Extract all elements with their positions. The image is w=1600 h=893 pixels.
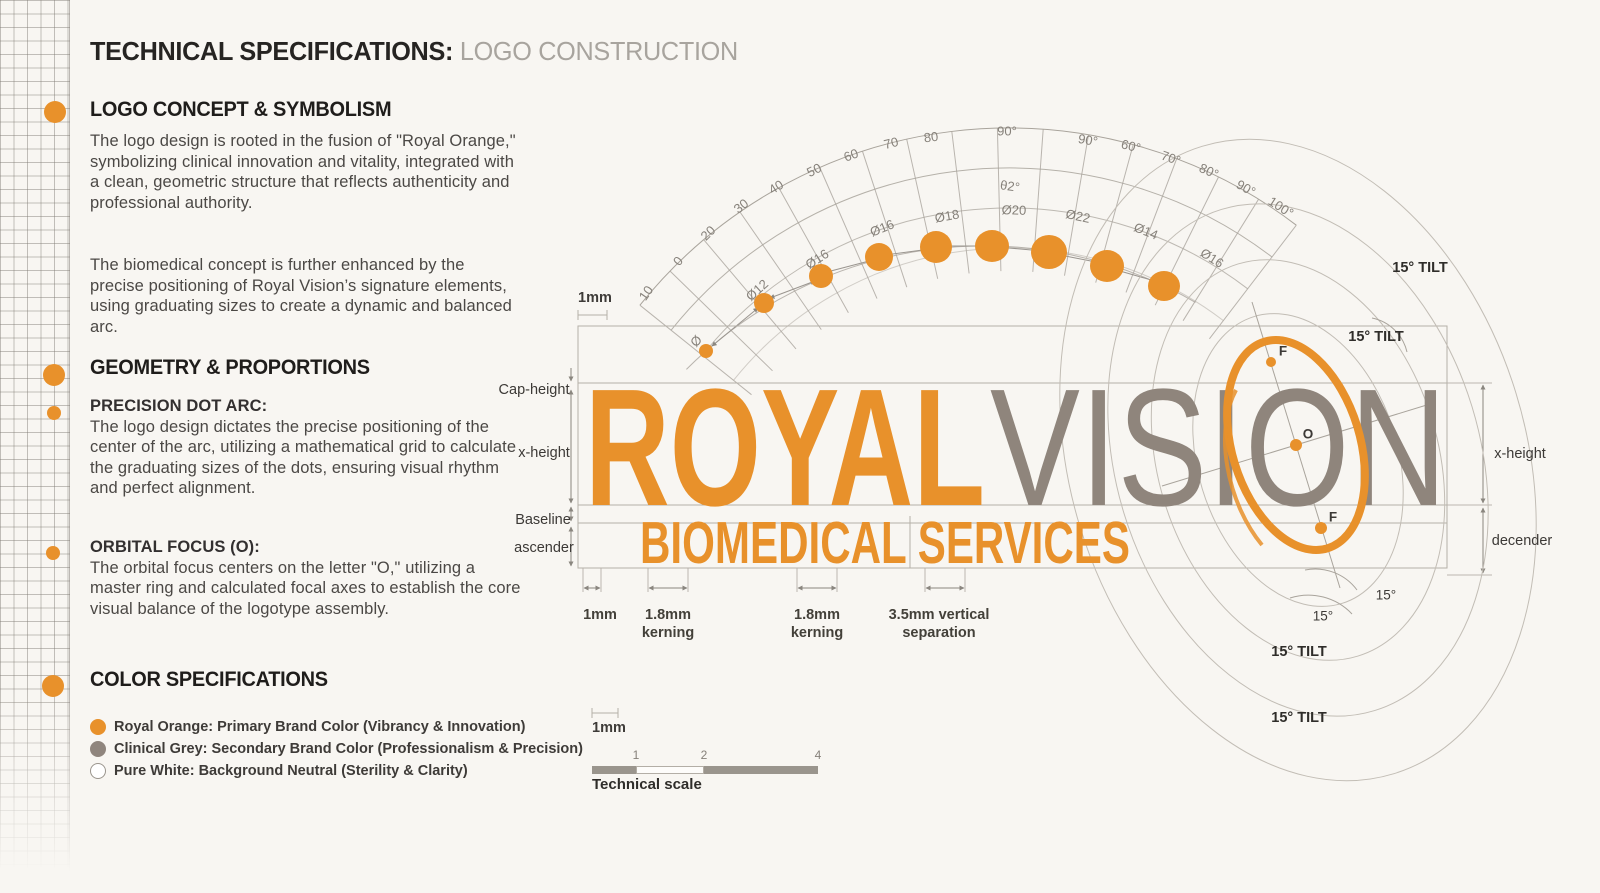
orbital-focus-block: ORBITAL FOCUS (O): The orbital focus cen… xyxy=(90,537,522,619)
heading-logo-concept: LOGO CONCEPT & SYMBOLISM xyxy=(90,98,392,121)
angle-label: 15° xyxy=(1375,587,1397,603)
color-legend-pure-white: Pure White: Background Neutral (Sterilit… xyxy=(90,762,468,780)
dot-diameter-label: Ø16 xyxy=(1197,245,1227,271)
technical-scale-caption: Technical scale xyxy=(592,776,702,793)
degree-tick-label: 90° xyxy=(997,123,1017,139)
orbital-center-point xyxy=(1290,439,1302,451)
white-swatch-icon xyxy=(90,763,106,779)
page-title-primary: TECHNICAL SPECIFICATIONS: xyxy=(90,36,454,66)
section-bullet xyxy=(44,101,66,123)
dot-dimension-arrows xyxy=(711,243,1159,347)
dot-diameter-label: Ø14 xyxy=(1131,219,1161,243)
degree-tick-label: 90° xyxy=(1233,176,1259,200)
one-mm-label-scale: 1mm xyxy=(592,720,626,736)
legend-label: Royal Orange: Primary Brand Color (Vibra… xyxy=(114,719,526,735)
measurement-kerning-1: 1.8mm kerning xyxy=(641,607,695,641)
protractor-fan xyxy=(639,127,1297,396)
concept-paragraph-1: The logo design is rooted in the fusion … xyxy=(90,132,516,212)
heading-geometry: GEOMETRY & PROPORTIONS xyxy=(90,356,370,379)
page-title-secondary: LOGO CONSTRUCTION xyxy=(459,36,738,66)
degree-tick-label: 60° xyxy=(1119,136,1143,156)
x-height-label-right: x-height xyxy=(1494,446,1546,462)
tilt-label: 15° TILT xyxy=(1348,329,1404,345)
scale-segment xyxy=(704,766,818,774)
degree-tick-label: 70° xyxy=(1159,147,1183,169)
scale-segment xyxy=(592,766,636,774)
degree-tick-label: 50 xyxy=(804,160,824,180)
orbital-center-label: O xyxy=(1302,426,1314,442)
master-ring xyxy=(1223,336,1369,554)
precision-dot-arc-body: The logo design dictates the precise pos… xyxy=(90,417,517,498)
dot-diameter-label: Ø12 xyxy=(742,276,772,304)
scale-tick-label: 4 xyxy=(814,748,822,762)
degree-tick-label: 40 xyxy=(765,176,787,198)
measurement-vertical-separation: 3.5mm vertical separation xyxy=(888,607,990,641)
tilt-label: 15° TILT xyxy=(1392,260,1448,276)
section-bullet xyxy=(47,406,61,420)
degree-tick-label: 100° xyxy=(1265,193,1297,221)
dot-diameter-label: Ø xyxy=(687,332,705,350)
section-bullet xyxy=(43,364,65,386)
focus-point-top xyxy=(1266,357,1276,367)
legend-label: Pure White: Background Neutral (Sterilit… xyxy=(114,763,468,779)
cap-height-label: Cap-height xyxy=(498,382,570,398)
measurement-1mm: 1mm xyxy=(583,607,617,623)
page-title: TECHNICAL SPECIFICATIONS: LOGO CONSTRUCT… xyxy=(90,36,738,67)
technical-scale-bar xyxy=(592,766,818,774)
grey-swatch-icon xyxy=(90,741,106,757)
dot-diameter-label: Ø22 xyxy=(1064,206,1092,226)
precision-dot-arc-title: PRECISION DOT ARC: xyxy=(90,397,268,415)
degree-tick-label: 30 xyxy=(730,195,752,217)
tilt-label: 15° TILT xyxy=(1271,644,1327,660)
orbital-focus-body: The orbital focus centers on the letter … xyxy=(90,558,521,618)
focus-top-label: F xyxy=(1278,343,1288,359)
orange-swatch-icon xyxy=(90,719,106,735)
dot-diameter-label: Ø16 xyxy=(867,216,897,240)
degree-tick-label: 0 xyxy=(669,253,687,269)
focus-bottom-label: F xyxy=(1328,509,1338,525)
degree-tick-label: 20 xyxy=(697,222,719,244)
dot-diameter-label: Ø16 xyxy=(802,246,832,272)
degree-tick-label: 80 xyxy=(922,128,940,146)
baseline-label: Baseline xyxy=(515,512,571,528)
dot-diameter-label: Ø20 xyxy=(1001,202,1027,218)
legend-label: Clinical Grey: Secondary Brand Color (Pr… xyxy=(114,741,583,757)
section-bullet xyxy=(42,675,64,697)
dimension-lines xyxy=(568,368,1486,591)
color-legend-clinical-grey: Clinical Grey: Secondary Brand Color (Pr… xyxy=(90,740,583,758)
scale-tick-label: 1 xyxy=(632,748,640,762)
degree-tick-label: 60 xyxy=(841,145,861,165)
orbital-focus-title: ORBITAL FOCUS (O): xyxy=(90,538,260,556)
degree-tick-label: 80° xyxy=(1196,160,1222,182)
graph-paper-strip xyxy=(0,0,70,880)
scale-segment xyxy=(636,766,704,774)
degree-tick-label: 10 xyxy=(635,282,657,304)
ascender-label: ascender xyxy=(514,540,574,556)
logotype-guides xyxy=(577,310,1492,718)
scale-tick-label: 2 xyxy=(700,748,708,762)
focus-point-bottom xyxy=(1315,522,1327,534)
angle-label: 15° xyxy=(1312,608,1334,624)
degree-tick-label: 70 xyxy=(882,133,900,153)
concept-paragraph-2: The biomedical concept is further enhanc… xyxy=(90,256,512,336)
logotype: ROYAL VISION BIOMEDICAL SERVICES xyxy=(585,355,1447,576)
logo-word-vision: VISION xyxy=(990,355,1447,541)
x-height-label-left: x-height xyxy=(518,445,570,461)
theta-spacing-label: θ2° xyxy=(999,177,1021,195)
color-legend-royal-orange: Royal Orange: Primary Brand Color (Vibra… xyxy=(90,718,525,736)
degree-tick-label: 90° xyxy=(1077,130,1099,150)
section-bullet xyxy=(46,546,60,560)
graduated-dot-arc xyxy=(699,230,1180,358)
heading-color-specs: COLOR SPECIFICATIONS xyxy=(90,668,328,691)
tilt-label: 15° TILT xyxy=(1271,710,1327,726)
decender-label: decender xyxy=(1491,533,1553,549)
one-mm-label-top: 1mm xyxy=(578,290,612,306)
measurement-kerning-2: 1.8mm kerning xyxy=(790,607,844,641)
logo-tagline: BIOMEDICAL SERVICES xyxy=(640,510,1130,576)
dot-diameter-label: Ø18 xyxy=(933,206,961,226)
precision-dot-arc-block: PRECISION DOT ARC: The logo design dicta… xyxy=(90,396,522,499)
logo-word-royal: ROYAL xyxy=(585,355,985,541)
